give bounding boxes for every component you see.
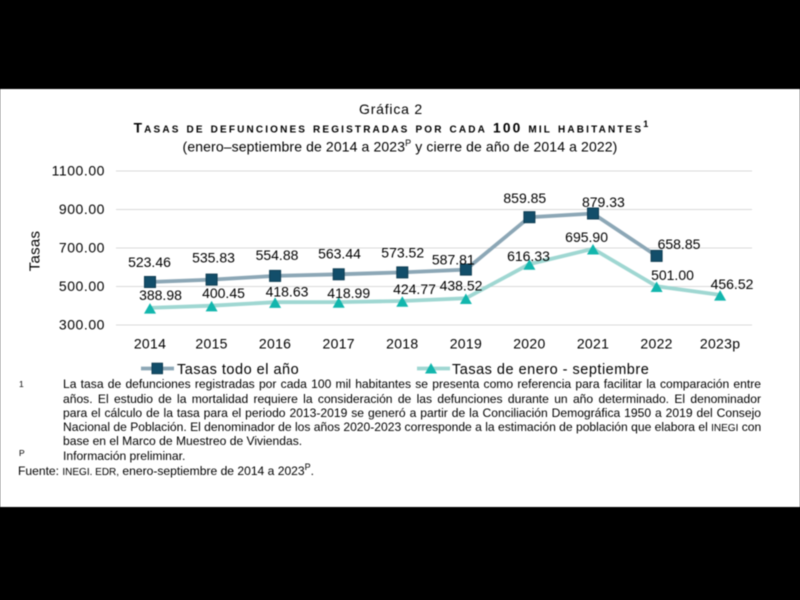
svg-text:Tasas todo el año: Tasas todo el año — [177, 362, 299, 378]
svg-text:2020: 2020 — [513, 336, 545, 352]
svg-text:2018: 2018 — [386, 336, 418, 352]
svg-text:535.83: 535.83 — [192, 250, 235, 266]
svg-text:501.00: 501.00 — [651, 267, 694, 283]
svg-text:695.90: 695.90 — [565, 229, 608, 245]
svg-text:438.52: 438.52 — [440, 278, 483, 294]
svg-text:424.77: 424.77 — [393, 281, 436, 297]
svg-text:Tasas de enero - septiembre: Tasas de enero - septiembre — [452, 362, 649, 378]
svg-text:Tasas: Tasas — [27, 231, 44, 272]
svg-text:418.99: 418.99 — [327, 285, 370, 301]
svg-text:554.88: 554.88 — [256, 247, 299, 263]
svg-text:523.46: 523.46 — [128, 254, 171, 270]
svg-text:1100.00: 1100.00 — [52, 163, 105, 179]
svg-text:2023p: 2023p — [700, 336, 740, 352]
svg-text:2015: 2015 — [195, 336, 227, 352]
svg-text:658.85: 658.85 — [658, 236, 701, 252]
svg-text:879.33: 879.33 — [582, 194, 625, 210]
svg-text:388.98: 388.98 — [139, 287, 182, 303]
svg-text:563.44: 563.44 — [318, 245, 361, 261]
svg-text:418.63: 418.63 — [266, 284, 309, 300]
svg-text:900.00: 900.00 — [59, 201, 105, 217]
svg-text:300.00: 300.00 — [59, 317, 105, 333]
svg-text:2014: 2014 — [134, 336, 166, 352]
svg-text:2019: 2019 — [450, 336, 482, 352]
svg-text:2016: 2016 — [259, 336, 291, 352]
svg-text:2017: 2017 — [323, 336, 355, 352]
svg-text:859.85: 859.85 — [503, 190, 546, 206]
svg-text:500.00: 500.00 — [59, 278, 105, 294]
svg-text:587.81: 587.81 — [432, 251, 475, 267]
svg-text:700.00: 700.00 — [59, 240, 105, 256]
svg-text:2022: 2022 — [640, 336, 672, 352]
svg-text:400.45: 400.45 — [202, 285, 245, 301]
svg-text:2021: 2021 — [577, 336, 609, 352]
svg-text:573.52: 573.52 — [381, 245, 424, 261]
svg-text:616.33: 616.33 — [507, 248, 550, 264]
svg-text:456.52: 456.52 — [711, 276, 754, 292]
